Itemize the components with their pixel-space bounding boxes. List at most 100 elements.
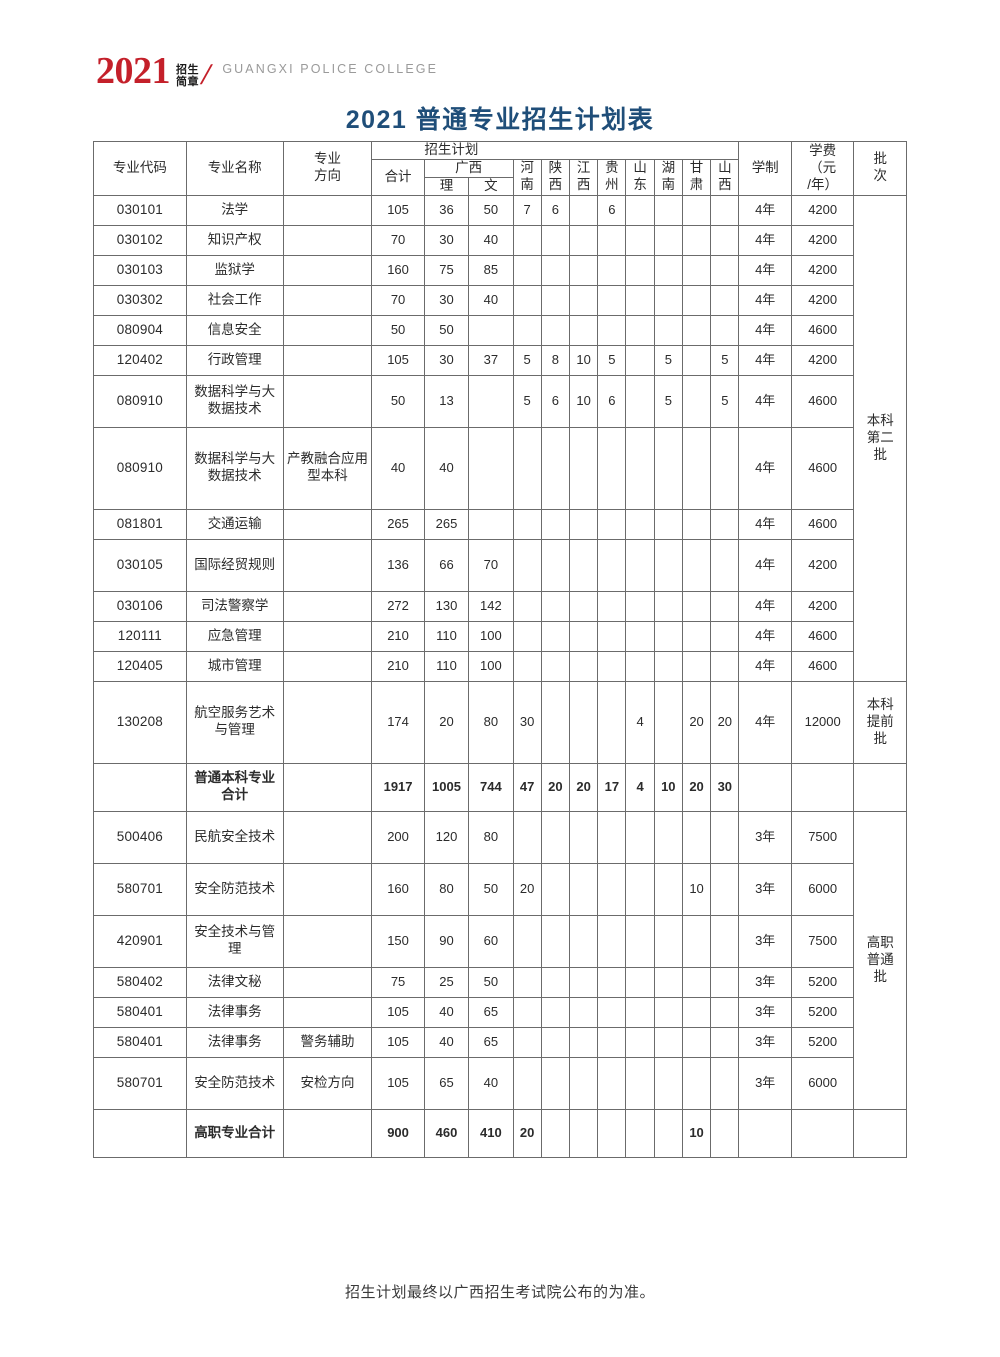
cell-schooling-length: 4年 [738,224,792,256]
cell-major-code: 580701 [93,1056,187,1110]
cell-province-henan [512,810,542,864]
cell-province-shandong [625,194,655,226]
cell-province-hunan [653,1026,683,1058]
cell-province-shandong [625,254,655,286]
cell-province-shanxi: 5 [710,344,740,376]
header-major-direction: 专业方向 [282,141,373,196]
cell-province-hunan [653,650,683,682]
cell-total: 160 [371,254,425,286]
cell-province-guizhou [597,620,627,652]
cell-province-shaanxi: 6 [540,374,571,428]
cell-major-name: 信息安全 [185,314,284,346]
cell-total: 105 [371,1056,425,1110]
cell-province-guizhou [597,314,627,346]
cell-tuition: 7500 [790,914,855,968]
cell-province-gansu [681,650,712,682]
page-title: 2021 普通专业招生计划表 [345,106,655,134]
cell-province-henan [512,314,542,346]
cell-schooling-length: 4年 [738,254,792,286]
cell-province-gansu [681,344,712,376]
cell-guangxi-arts: 744 [468,762,514,812]
cell-province-jiangxi [568,194,599,226]
header-tuition-line2: （元 [809,159,837,175]
header-major-direction-text: 专业方向 [313,151,341,184]
cell-total: 136 [371,538,425,592]
cell-province-shanxi [710,620,740,652]
cell-province-shandong [625,1056,655,1110]
cell-province-shanxi [710,254,740,286]
cell-province-guizhou [597,1026,627,1058]
logo-chinese-subtitle: 招生 简章 [176,64,199,90]
cell-total: 40 [371,426,425,510]
cell-province-gansu: 10 [681,862,712,916]
table-row: 030105 国际经贸规则 136 66 70 4年 4200 [93,538,907,592]
cell-major-direction [282,680,373,764]
cell-province-shaanxi [540,314,571,346]
cell-province-gansu [681,374,712,428]
cell-province-shandong [625,620,655,652]
cell-guangxi-arts: 65 [468,1026,514,1058]
header-province-shaanxi-l2: 西 [548,177,563,193]
cell-province-henan [512,508,542,540]
cell-province-jiangxi [568,538,599,592]
header-province-shaanxi: 陕 西 [540,158,571,196]
table-row: 420901 安全技术与管理 150 90 60 3年 7500 [93,914,907,968]
cell-tuition: 5200 [790,966,855,998]
cell-province-henan [512,284,542,316]
cell-province-henan: 20 [512,1108,542,1158]
cell-guangxi-arts: 142 [468,590,514,622]
cell-major-direction [282,344,373,376]
cell-province-shandong [625,344,655,376]
cell-province-shaanxi [540,224,571,256]
cell-province-hunan: 10 [653,762,683,812]
table-row: 030103 监狱学 160 75 85 4年 4200 [93,254,907,286]
cell-tuition [790,762,855,812]
header-row-1: 专业代码 专业名称 专业方向 招生计划 学制 学费 （元 /年） 批次 [93,141,907,196]
cell-province-guizhou: 6 [597,194,627,226]
cell-major-code: 580402 [93,966,187,998]
cell-major-direction [282,224,373,256]
header-province-hunan-l1: 湖 [661,160,676,176]
cell-province-jiangxi [568,914,599,968]
cell-province-shandong [625,426,655,510]
cell-province-gansu [681,996,712,1028]
cell-total: 272 [371,590,425,622]
cell-guangxi-arts: 37 [468,344,514,376]
table-row: 120405 城市管理 210 110 100 4年 4600 [93,650,907,682]
cell-province-shandong [625,284,655,316]
cell-major-direction [282,1108,373,1158]
cell-province-gansu [681,590,712,622]
cell-major-code: 500406 [93,810,187,864]
cell-province-henan [512,590,542,622]
cell-province-henan [512,1026,542,1058]
cell-province-shaanxi [540,1056,571,1110]
cell-province-jiangxi [568,284,599,316]
cell-major-direction [282,508,373,540]
cell-major-code: 420901 [93,914,187,968]
cell-major-name: 高职专业合计 [185,1108,284,1158]
cell-province-shanxi [710,538,740,592]
cell-major-direction [282,966,373,998]
cell-province-henan [512,966,542,998]
cell-province-hunan [653,1056,683,1110]
header-arts: 文 [468,176,514,196]
cell-total: 174 [371,680,425,764]
cell-province-jiangxi [568,1056,599,1110]
cell-guangxi-arts: 85 [468,254,514,286]
header-province-shanxi: 山 西 [710,158,740,196]
cell-guangxi-science: 30 [423,344,470,376]
cell-province-shandong [625,224,655,256]
header-province-hunan-l2: 南 [661,177,676,193]
header-province-shandong: 山 东 [625,158,655,196]
header-tuition-line1: 学费 [809,143,837,158]
cell-province-guizhou [597,680,627,764]
header-batch-text: 批次 [873,151,887,184]
header-province-gansu-l2: 肃 [689,177,704,193]
cell-province-guizhou: 6 [597,374,627,428]
cell-province-hunan [653,254,683,286]
cell-schooling-length: 4年 [738,620,792,652]
cell-batch [853,762,907,812]
header-province-hunan: 湖 南 [653,158,683,196]
cell-province-shanxi [710,1026,740,1058]
cell-major-direction [282,620,373,652]
